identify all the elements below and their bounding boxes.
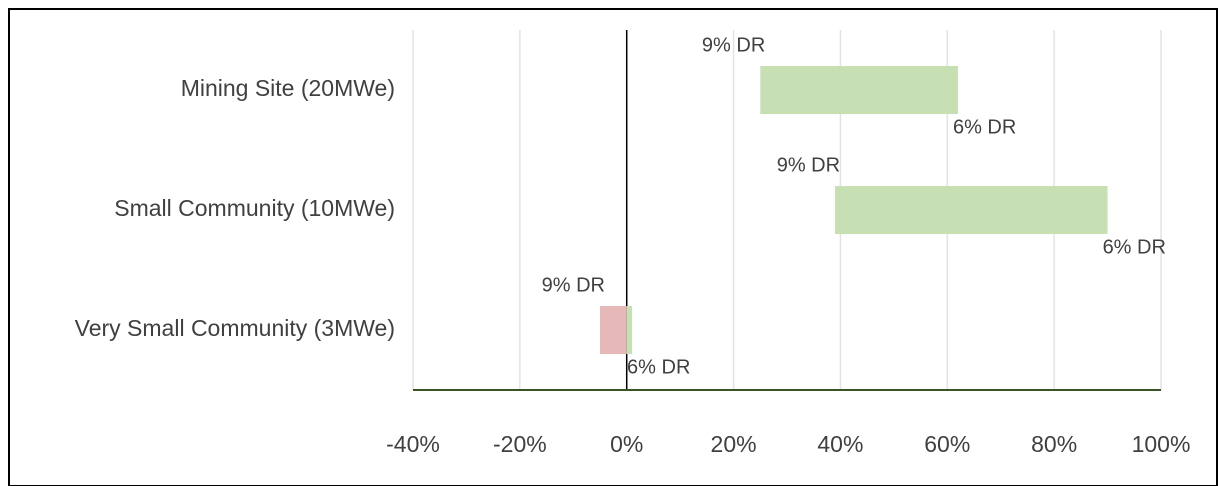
data-label: 9% DR [542, 274, 605, 296]
chart-border [8, 8, 1218, 486]
x-tick-label: 40% [817, 431, 863, 457]
bar [626, 306, 633, 354]
y-tick-label: Small Community (10MWe) [114, 195, 395, 221]
data-label: 6% DR [1103, 236, 1166, 258]
bar-negative [600, 306, 627, 354]
x-tick-label: -40% [386, 431, 440, 457]
bar [835, 186, 1108, 234]
y-tick-label: Very Small Community (3MWe) [75, 315, 395, 341]
x-tick-label: 100% [1132, 431, 1191, 457]
data-label: 6% DR [627, 356, 690, 378]
x-tick-label: 20% [711, 431, 757, 457]
bar [760, 66, 958, 114]
data-label: 9% DR [702, 34, 765, 56]
y-tick-label: Mining Site (20MWe) [181, 75, 395, 101]
data-label: 6% DR [953, 116, 1016, 138]
x-tick-label: -20% [493, 431, 547, 457]
data-label: 9% DR [777, 154, 840, 176]
x-tick-label: 60% [924, 431, 970, 457]
x-tick-label: 0% [610, 431, 643, 457]
x-tick-label: 80% [1031, 431, 1077, 457]
